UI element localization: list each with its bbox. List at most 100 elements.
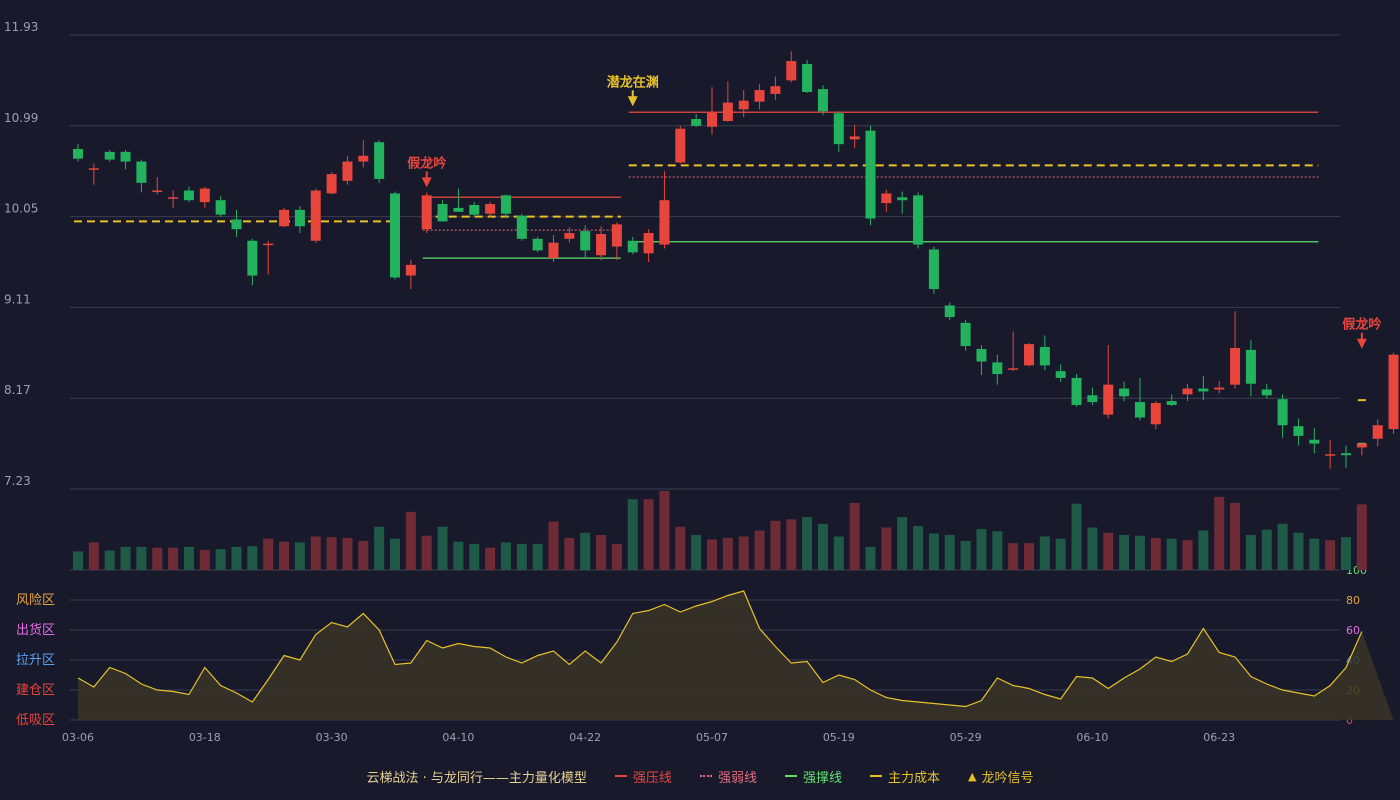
candle-body [881,193,892,204]
volume-bar [500,542,511,570]
candle-body [437,204,448,222]
volume-bar [580,532,591,570]
candle-body [1245,349,1256,384]
volume-bar [1150,537,1161,570]
candle-body [183,190,194,201]
candle-body [247,240,258,276]
signal-label: 潜龙在渊 [607,74,659,90]
volume-bar [707,539,717,570]
candle-body [548,242,559,259]
volume-bar [469,543,480,570]
volume-bar [231,546,242,570]
volume-bar [152,547,163,570]
candle-body [390,193,400,278]
volume-bar [1293,532,1304,570]
volume-bar [326,537,337,570]
legend-support[interactable]: 强撑线 [784,767,842,786]
volume-bar [675,526,686,570]
date-tick-label: 04-10 [442,731,474,744]
candle-body [374,142,385,179]
legend-signal-label: 龙吟信号 [981,770,1034,786]
volume-bar [1245,534,1256,570]
candle-body [279,209,290,227]
volume-bar [691,534,702,570]
volume-bar [1309,538,1320,570]
legend-strong-pressure[interactable]: 强压线 [614,767,672,786]
candle-body [1071,377,1082,405]
volume-bar [183,546,194,570]
candle-body [104,151,115,160]
volume-bar [1182,540,1193,570]
price-tick-label: 7.23 [4,474,31,488]
candle-body [1055,371,1066,378]
volume-bar [247,546,258,570]
volume-bar [992,531,1003,570]
volume-bar [532,543,543,570]
candle-body [120,151,131,162]
legend-weak-line[interactable]: 强弱线 [699,767,757,786]
candle-body [405,264,416,276]
candle-body [152,190,163,193]
candle-body [1214,387,1225,390]
volume-bar [960,540,971,570]
volume-bar [770,520,781,570]
signal-label: 假龙吟 [1342,317,1381,333]
volume-bar [1055,538,1066,570]
volume-bar [548,521,559,570]
volume-bar [342,537,353,570]
volume-bar [1008,543,1019,570]
volume-bar [1134,535,1145,570]
date-tick-label: 04-22 [569,731,601,744]
volume-bar [1325,540,1336,570]
candle-body [596,233,607,256]
legend-cost-swatch [869,775,882,777]
candle-body [1150,403,1161,425]
volume-bar [802,517,813,570]
signal-arrow-icon [1356,338,1367,349]
candle-body [675,128,686,163]
volume-bar [453,541,464,570]
volume-bar [310,536,321,570]
legend-model-title-text: 云梯战法 · 与龙同行——主力量化模型 [366,770,587,786]
signal-arrow-icon [627,96,638,107]
candle-body [580,231,591,251]
candle-body [1182,388,1193,395]
volume-bar [754,530,765,570]
volume-bar [437,526,448,570]
candle-body [564,233,575,239]
volume-bar [88,542,99,570]
candle-body [199,188,210,203]
volume-bar [1166,538,1177,570]
signal-label: 假龙吟 [407,155,446,171]
volume-bar [944,534,955,570]
volume-bar [168,547,179,570]
volume-bar [1119,534,1130,570]
volume-bar [374,526,385,570]
candle-body [263,243,274,246]
legend-signal[interactable]: ▲ 龙吟信号 [968,767,1033,786]
candle-body [960,322,971,347]
candle-body [453,207,464,212]
volume-bar [817,523,828,570]
candle-body [1309,439,1320,444]
candle-body [485,204,496,214]
legend-cost[interactable]: 主力成本 [869,767,940,786]
date-tick-label: 03-18 [189,731,221,744]
candle-body [1103,384,1114,415]
volume-bar [104,550,115,570]
candle-body [1325,454,1336,456]
date-tick-label: 05-07 [696,731,728,744]
candle-body [1230,347,1241,385]
osc-tick-label: 80 [1346,594,1360,607]
osc-zone-label: 拉升区 [16,653,55,668]
candle-body [722,102,733,121]
candle-body [1166,401,1177,405]
volume-bar [1071,503,1082,570]
chart-legend: 云梯战法 · 与龙同行——主力量化模型 强压线 强弱线 强撑线 主力成本 ▲ 龙… [0,766,1400,786]
volume-bar [1198,530,1209,570]
osc-zone-label: 建仓区 [16,683,55,698]
candle-body [168,197,179,199]
candle-body [691,119,702,126]
date-tick-label: 05-29 [950,731,982,744]
volume-bar [722,537,733,570]
